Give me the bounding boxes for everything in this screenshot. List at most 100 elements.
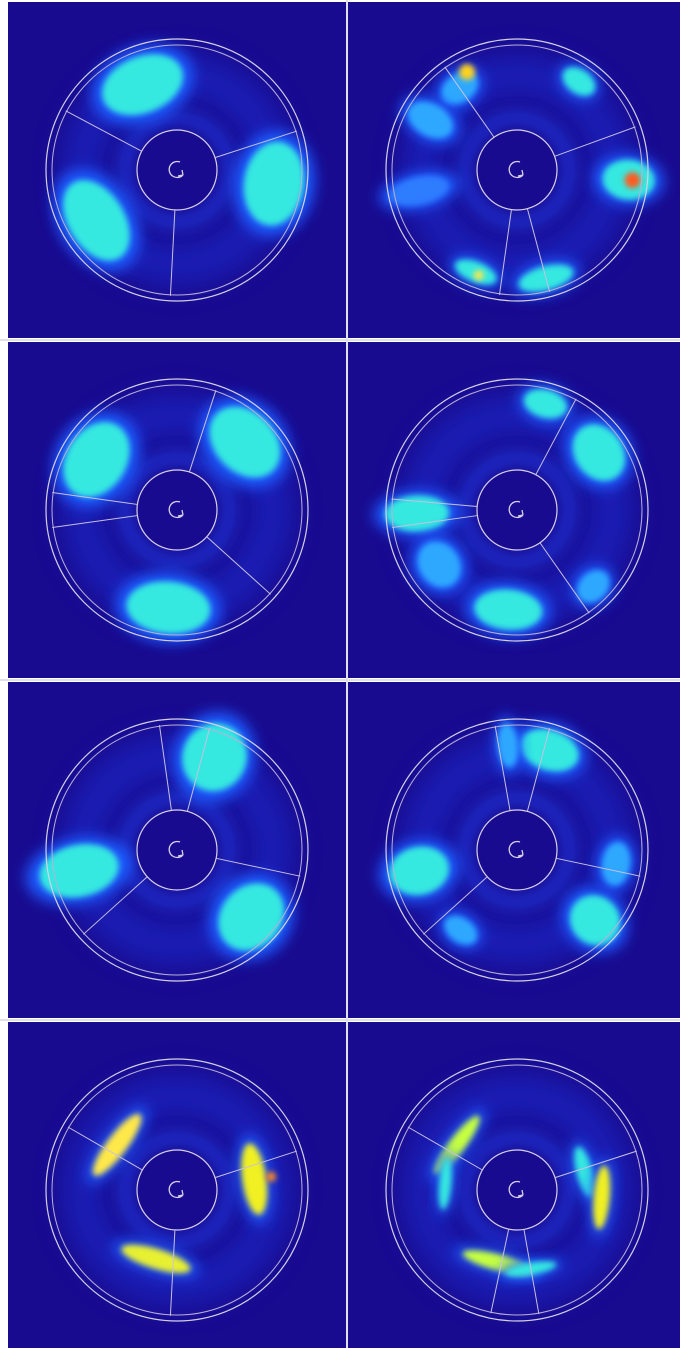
- outer-ring-inner: [51, 384, 303, 636]
- blade-line: [498, 209, 512, 295]
- blade-line: [494, 725, 511, 811]
- blade-line: [216, 857, 301, 877]
- intensity-blob: [241, 1143, 268, 1215]
- intensity-blob: [523, 389, 568, 419]
- intensity-blob: [39, 844, 119, 898]
- hot-spot: [624, 172, 641, 189]
- hub-ring: [136, 129, 218, 211]
- intensity-blob: [417, 541, 461, 588]
- intensity-blob: [126, 581, 211, 634]
- intensity-blob: [444, 916, 478, 945]
- outer-ring-inner: [391, 1064, 643, 1316]
- inner-halo: [457, 110, 577, 230]
- blade-line: [535, 398, 577, 475]
- blade-line: [554, 126, 636, 157]
- intensity-blob: [520, 728, 579, 772]
- intensity-blob: [63, 180, 130, 261]
- intensity-blob: [389, 846, 449, 896]
- inner-halo: [117, 110, 237, 230]
- intensity-blob: [389, 175, 449, 206]
- outer-ring: [45, 1058, 309, 1322]
- outer-ring-inner: [391, 44, 643, 296]
- blade-line: [214, 1150, 297, 1179]
- blade-line: [67, 1126, 143, 1171]
- hot-spot: [266, 1171, 277, 1182]
- intensity-blob: [562, 67, 596, 96]
- blade-line: [83, 876, 148, 935]
- hub-ring: [476, 1149, 558, 1231]
- heatmap-panel: [8, 682, 346, 1018]
- rotation-arrow: [168, 1180, 184, 1199]
- hub-ring: [136, 469, 218, 551]
- rotation-arrow: [508, 840, 524, 859]
- low-intensity-halo: [62, 1075, 292, 1305]
- outer-ring-inner: [391, 384, 643, 636]
- inner-halo: [457, 790, 577, 910]
- intensity-blob: [408, 101, 453, 139]
- outer-ring-inner: [51, 724, 303, 976]
- outer-ring-inner: [51, 44, 303, 296]
- outer-ring: [385, 1058, 649, 1322]
- rotation-arrow: [508, 160, 524, 179]
- outer-ring-inner: [51, 1064, 303, 1316]
- intensity-blob: [601, 842, 631, 886]
- intensity-blob: [92, 1113, 142, 1176]
- blade-line: [169, 209, 176, 296]
- blade-line: [391, 498, 478, 508]
- intensity-blob: [385, 495, 450, 532]
- blade-line: [407, 1126, 483, 1171]
- blade-line: [206, 536, 271, 595]
- intensity-blob: [218, 883, 285, 951]
- blade-line: [539, 542, 590, 614]
- intensity-blob: [574, 1146, 595, 1198]
- blade-line: [523, 1229, 540, 1315]
- blade-line: [169, 1229, 176, 1316]
- heatmap-panel: [348, 342, 680, 678]
- blade-line: [52, 491, 138, 505]
- outer-ring: [385, 378, 649, 642]
- heatmap-panel: [8, 1022, 346, 1348]
- blade-line: [392, 515, 478, 529]
- blade-line: [526, 728, 551, 812]
- blade-line: [52, 515, 138, 529]
- heatmap-panel: [8, 342, 346, 678]
- blade-line: [556, 857, 641, 877]
- heatmap-panel: [348, 682, 680, 1018]
- inner-halo: [457, 1130, 577, 1250]
- heatmap-panel: [348, 1022, 680, 1348]
- outer-ring: [45, 378, 309, 642]
- rotation-arrow: [508, 500, 524, 519]
- hub-ring: [136, 1149, 218, 1231]
- blade-line: [423, 876, 488, 935]
- blade-line: [526, 208, 551, 292]
- heatmap-panel: [348, 2, 680, 338]
- inner-halo: [457, 450, 577, 570]
- heatmap-panel: [8, 2, 346, 338]
- outer-ring-inner: [391, 724, 643, 976]
- rotation-arrow: [168, 160, 184, 179]
- intensity-blob: [243, 141, 305, 226]
- blade-line: [186, 728, 211, 812]
- inner-halo: [117, 450, 237, 570]
- blade-line: [214, 130, 297, 159]
- blade-line: [65, 110, 142, 152]
- outer-ring: [45, 718, 309, 982]
- intensity-blob: [569, 895, 621, 946]
- hub-ring: [476, 809, 558, 891]
- rotation-arrow: [508, 1180, 524, 1199]
- intensity-blob: [209, 406, 281, 478]
- outer-ring: [385, 38, 649, 302]
- intensity-blob: [593, 1165, 611, 1230]
- inner-halo: [117, 1130, 237, 1250]
- rotation-arrow: [168, 840, 184, 859]
- outer-ring: [45, 38, 309, 302]
- blade-line: [554, 1150, 637, 1179]
- hot-spot: [459, 63, 476, 80]
- blade-line: [158, 725, 172, 811]
- blade-line: [490, 1229, 510, 1314]
- intensity-blob: [497, 723, 518, 768]
- intensity-blob: [182, 723, 247, 792]
- blade-line: [444, 66, 495, 138]
- intensity-blob: [572, 424, 626, 481]
